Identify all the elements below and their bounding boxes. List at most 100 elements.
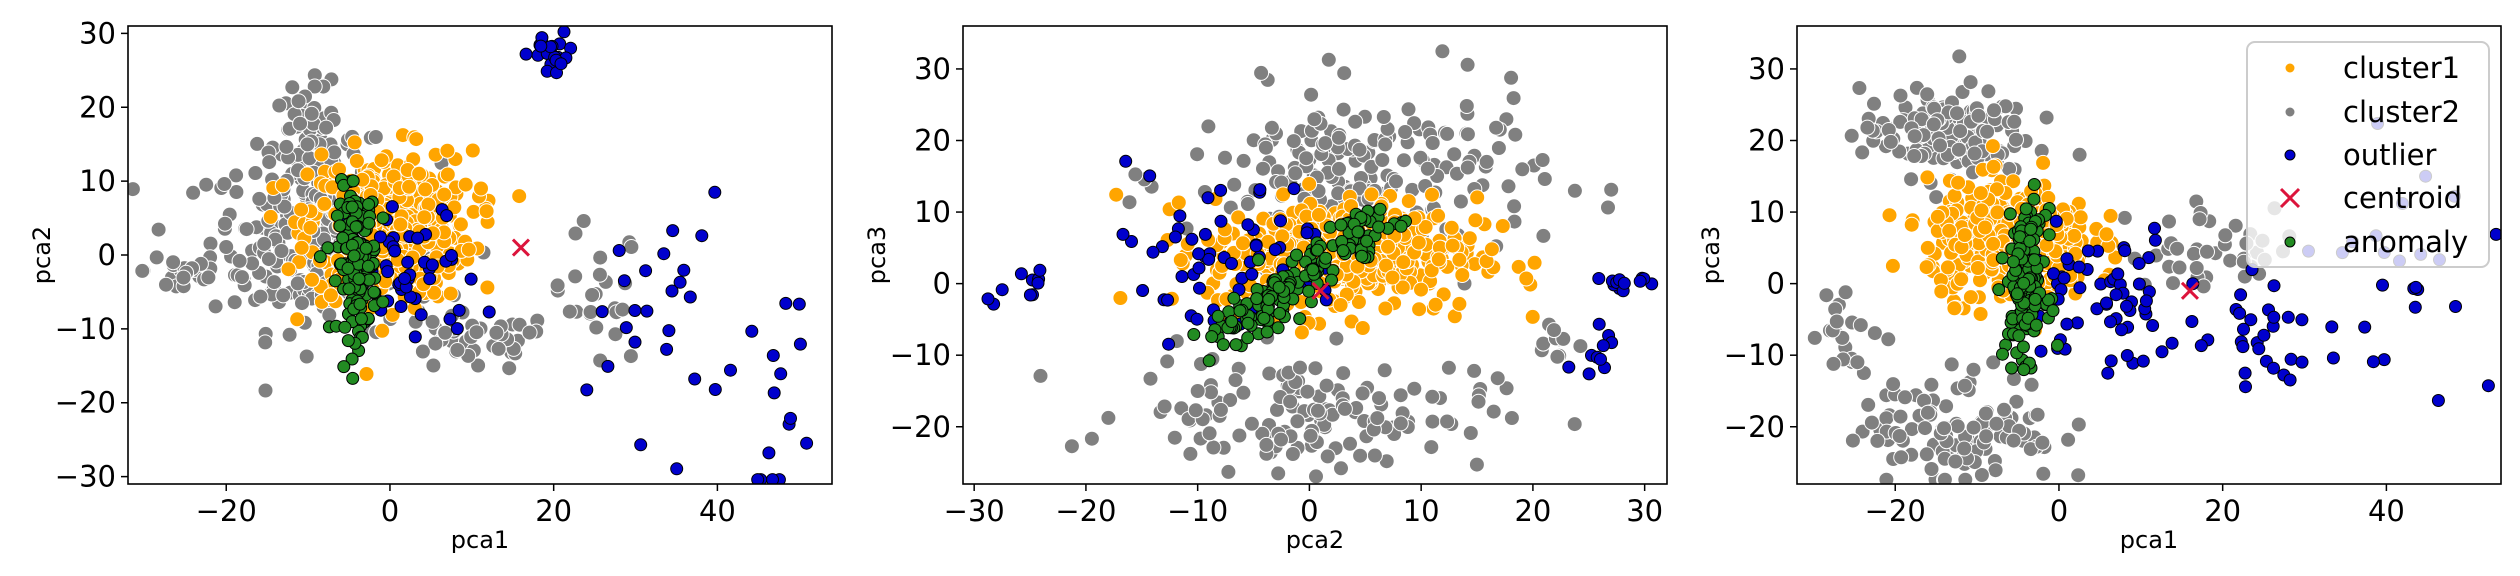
anomaly-point	[1996, 347, 2009, 361]
outlier-point	[1198, 227, 1212, 241]
anomaly-point	[1233, 304, 1247, 318]
cluster2-point	[1843, 127, 1860, 144]
outlier-point	[2267, 279, 2281, 293]
cluster2-point	[1063, 438, 1080, 455]
anomaly-point	[2027, 192, 2041, 206]
outlier-point	[665, 284, 679, 298]
cluster1-point	[1230, 209, 1247, 226]
legend-label-centroid: centroid	[2343, 181, 2462, 215]
cluster2-point	[1952, 123, 1969, 140]
cluster1-point	[293, 239, 310, 256]
cluster2-point	[273, 243, 290, 259]
anomaly-point	[313, 250, 327, 264]
cluster1-point	[1430, 251, 1447, 268]
cluster2-point	[1308, 468, 1324, 484]
x-tick-label: 20	[1514, 494, 1551, 528]
outlier-point	[1249, 239, 1263, 253]
anomaly-point	[1262, 293, 1276, 306]
cluster1-point	[1953, 271, 1970, 288]
cluster2-point	[1500, 178, 1517, 195]
legend-label-cluster1: cluster1	[2343, 51, 2460, 85]
cluster2-point	[185, 184, 202, 201]
anomaly-point	[2016, 340, 2030, 354]
cluster2-point	[607, 326, 624, 343]
anomaly-point	[345, 200, 359, 214]
cluster1-point	[280, 261, 297, 278]
y-tick-label: −30	[55, 460, 116, 494]
outlier-point	[1185, 232, 1199, 246]
cluster1-point	[2035, 154, 2052, 171]
x-tick-label: 30	[1626, 494, 1663, 528]
cluster1-point	[439, 166, 456, 183]
outlier-point	[657, 247, 671, 261]
outlier-point	[708, 383, 722, 396]
anomaly-point	[341, 261, 355, 275]
cluster2-point	[1956, 440, 1973, 457]
anomaly-point	[2027, 178, 2041, 191]
cluster2-point	[424, 313, 441, 330]
cluster2-point	[1351, 141, 1368, 158]
cluster2-point	[207, 298, 224, 315]
scatter-panel-3: −20 0 20 40 −20 −10 0 10 20 30 pca1 pca3	[1697, 25, 2502, 554]
outlier-point	[2244, 313, 2258, 327]
cluster2-point	[561, 303, 578, 320]
cluster2-point	[251, 190, 268, 207]
cluster1-point	[1946, 300, 1963, 317]
outlier-point	[595, 305, 609, 319]
outlier-point	[450, 322, 464, 336]
cluster1-point	[1350, 294, 1367, 310]
cluster2-point	[1083, 430, 1100, 447]
anomaly-point	[1992, 283, 2006, 297]
outlier-point	[2326, 351, 2340, 365]
anomaly-point	[2003, 207, 2017, 221]
legend-marker-cluster1	[2285, 63, 2295, 73]
anomaly-point	[352, 272, 366, 286]
anomaly-point	[1394, 219, 1408, 233]
cluster2-point	[588, 319, 605, 336]
cluster2-point	[1258, 436, 1275, 453]
cluster1-point	[1494, 218, 1511, 234]
cluster2-point	[1906, 128, 1923, 145]
cluster2-point	[1424, 388, 1441, 405]
y-tick-label: −20	[55, 386, 116, 420]
anomaly-point	[346, 371, 360, 385]
cluster2-point	[1318, 377, 1335, 394]
cluster2-point	[1377, 136, 1394, 153]
cluster1-point	[1881, 207, 1898, 224]
cluster2-point	[299, 136, 316, 153]
legend-label-cluster2: cluster2	[2343, 95, 2460, 129]
anomaly-point	[1310, 243, 1324, 257]
cluster2-point	[2191, 211, 2208, 228]
cluster2-point	[148, 249, 165, 266]
anomaly-point	[1272, 280, 1286, 294]
cluster2-point	[1566, 182, 1583, 199]
cluster2-point	[592, 249, 609, 266]
cluster2-point	[1434, 43, 1451, 60]
outlier-point	[2081, 244, 2095, 258]
cluster2-point	[1352, 447, 1369, 464]
outlier-point	[2139, 294, 2153, 308]
cluster2-point	[1400, 101, 1417, 118]
cluster2-point	[1392, 415, 1409, 432]
y-tick-label: 10	[914, 195, 951, 229]
cluster2-point	[1424, 135, 1441, 151]
y-tick-label: 0	[98, 238, 116, 272]
x-tick-label: −20	[196, 494, 257, 528]
cluster2-point	[1336, 65, 1353, 82]
cluster2-point	[549, 277, 566, 294]
anomaly-point	[2023, 234, 2037, 248]
outlier-point	[482, 305, 496, 319]
cluster2-point	[266, 274, 283, 291]
cluster2-point	[2029, 406, 2046, 423]
outlier-point	[628, 304, 642, 317]
cluster2-point	[1828, 313, 1845, 330]
cluster2-point	[1919, 404, 1936, 421]
outlier-point	[2408, 300, 2422, 314]
anomaly-point	[1260, 325, 1274, 339]
cluster2-point	[1980, 83, 1997, 100]
cluster1-point	[1518, 270, 1535, 287]
outlier-point	[444, 249, 458, 262]
cluster2-point	[1893, 449, 1910, 466]
anomaly-point	[1187, 328, 1201, 341]
outlier-point	[1155, 240, 1169, 254]
